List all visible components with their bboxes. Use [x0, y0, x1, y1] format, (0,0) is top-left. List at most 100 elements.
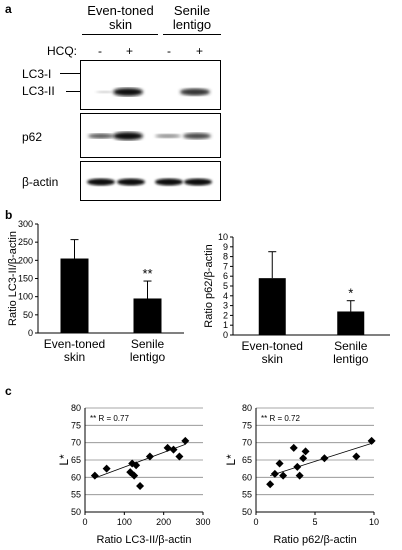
bar: [258, 278, 286, 335]
x-tick-label: 300: [195, 517, 210, 527]
significance-marker: *: [348, 286, 353, 301]
data-point: [275, 459, 284, 468]
y-tick-label: 65: [242, 455, 252, 465]
x-tick-label: 10: [369, 517, 379, 527]
y-axis-label: L*: [57, 454, 71, 466]
y-axis-label: Ratio p62/β-actin: [203, 244, 215, 327]
treatment-sign: -: [98, 44, 102, 58]
y-tick-label: 5: [223, 281, 228, 291]
x-tick-label: 200: [156, 517, 171, 527]
band: [113, 132, 143, 140]
correlation-annotation: ** R = 0.72: [261, 414, 300, 423]
data-point: [175, 452, 184, 461]
category-label: Senile: [334, 339, 368, 353]
category-label: lentigo: [333, 352, 369, 366]
x-axis-label: Ratio LC3-II/β-actin: [97, 534, 192, 546]
data-point: [320, 454, 329, 463]
y-tick-label: 65: [71, 455, 81, 465]
data-point: [270, 469, 279, 478]
band: [155, 134, 181, 138]
category-label: skin: [64, 350, 85, 364]
label-leader-line: [60, 73, 80, 74]
group-header-line: skin: [108, 17, 133, 32]
category-label: skin: [262, 352, 283, 366]
band: [183, 133, 211, 139]
y-tick-label: 60: [242, 472, 252, 482]
y-tick-label: 70: [242, 438, 252, 448]
y-tick-label: 0: [28, 328, 33, 338]
group-underline: [82, 34, 158, 35]
category-label: Even-toned: [44, 337, 105, 351]
band: [113, 88, 143, 96]
y-tick-label: 50: [71, 507, 81, 517]
band: [155, 178, 183, 186]
blot-label-lc3-i: LC3-I: [22, 67, 52, 81]
y-tick-label: 9: [223, 242, 228, 252]
y-tick-label: 100: [18, 292, 33, 302]
category-label: Senile: [131, 337, 165, 351]
western-blot-lc3: [80, 60, 221, 110]
scatter-chart-lc3: 50 55 60 65 70 75 80 0 100 200 300 ** R = 0.77 Ratio…: [57, 403, 211, 546]
data-point: [289, 443, 298, 452]
bar: [60, 258, 89, 333]
data-point: [293, 462, 302, 471]
bar: [133, 298, 162, 333]
band: [96, 91, 114, 93]
data-point: [136, 482, 145, 490]
blot-label-beta-actin: β-actin: [22, 175, 59, 189]
blot-label-lc3-ii: LC3-II: [22, 84, 55, 98]
y-tick-label: 10: [218, 232, 228, 242]
group-header-even-toned: Even-toned skin: [78, 4, 163, 32]
panel-letter-c: c: [5, 384, 12, 398]
x-axis-label: Ratio p62/β-actin: [273, 534, 356, 546]
data-point: [145, 452, 154, 461]
treatment-label: HCQ:: [47, 44, 77, 58]
data-point: [102, 464, 111, 473]
band: [87, 178, 115, 186]
y-tick-label: 75: [71, 420, 81, 430]
x-tick-label: 5: [312, 517, 317, 527]
label-leader-line: [66, 91, 80, 92]
y-tick-label: 4: [223, 291, 228, 301]
y-tick-label: 75: [242, 420, 252, 430]
blot-bands-lc3: [96, 88, 210, 96]
bar: [337, 311, 365, 335]
y-axis-label: L*: [224, 454, 238, 466]
group-header-senile-lentigo: Senile lentigo: [162, 4, 222, 32]
x-tick-label: 0: [82, 517, 87, 527]
y-tick-label: 55: [71, 490, 81, 500]
scatter-chart-p62: 50 55 60 65 70 75 80 0 5 10 ** R = 0.72 Ratio p62/β…: [224, 403, 379, 546]
band: [180, 88, 210, 96]
category-label: lentigo: [130, 350, 166, 364]
panel-letter-a: a: [5, 2, 12, 16]
y-tick-label: 50: [242, 507, 252, 517]
category-label: Even-toned: [242, 339, 303, 353]
data-point: [279, 471, 288, 480]
y-tick-label: 300: [18, 219, 33, 229]
blot-bands-p62: [88, 132, 211, 140]
data-point: [90, 471, 99, 480]
significance-marker: **: [142, 266, 152, 281]
data-point: [128, 459, 137, 468]
panel-letter-b: b: [5, 208, 13, 222]
blot-bands-beta-actin: [87, 178, 212, 186]
data-point: [299, 454, 308, 463]
western-blot-beta-actin: [80, 161, 221, 201]
data-point: [169, 445, 178, 454]
group-header-line: Senile: [173, 3, 211, 18]
y-tick-label: 70: [71, 438, 81, 448]
x-tick-label: 0: [253, 517, 258, 527]
data-point: [163, 443, 172, 452]
x-tick-label: 100: [117, 517, 132, 527]
y-tick-label: 8: [223, 252, 228, 262]
data-point: [352, 452, 361, 461]
y-tick-label: 200: [18, 255, 33, 265]
correlation-annotation: ** R = 0.77: [90, 414, 129, 423]
western-blot-p62: [80, 113, 221, 158]
y-tick-label: 3: [223, 301, 228, 311]
y-tick-label: 2: [223, 310, 228, 320]
y-tick-label: 250: [18, 237, 33, 247]
band: [117, 178, 145, 186]
